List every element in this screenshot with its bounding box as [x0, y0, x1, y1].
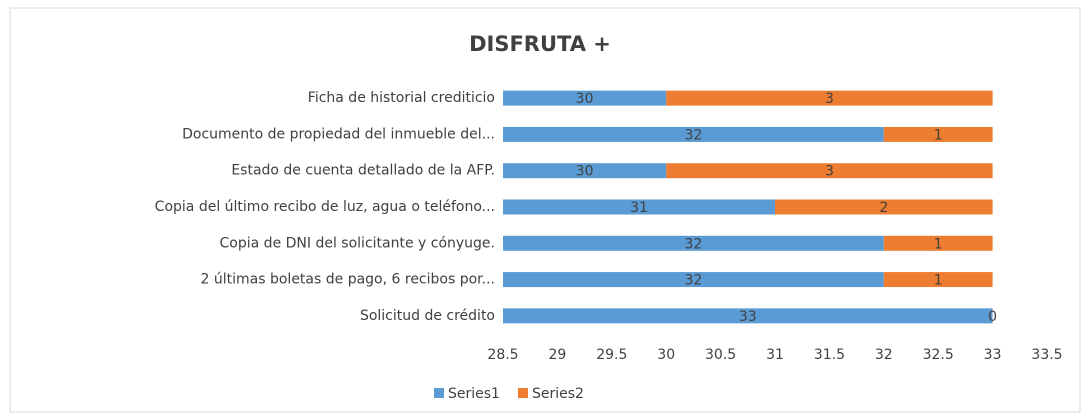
legend-swatch: [434, 388, 444, 398]
bar-segment: [666, 90, 993, 106]
bar-segment: [883, 126, 993, 142]
x-tick-label: 28.5: [487, 347, 518, 363]
bar-segment: [503, 90, 667, 106]
data-label: 32: [684, 273, 702, 289]
legend-swatch: [517, 388, 528, 398]
legend-label: Series2: [532, 386, 584, 402]
bar-segment: [883, 235, 993, 251]
legend-label: Series1: [448, 386, 500, 402]
y-tick-label: Estado de cuenta detallado de la AFP.: [231, 163, 495, 179]
x-tick-label: 29: [548, 347, 566, 363]
y-tick-label: Copia de DNI del solicitante y cónyuge.: [220, 235, 495, 251]
data-label: 31: [630, 200, 648, 216]
bar-segment: [503, 235, 884, 251]
bar-segment: [883, 272, 993, 288]
x-tick-label: 30.5: [705, 347, 736, 363]
bar-segment: [775, 199, 993, 215]
bar-segment: [503, 308, 993, 324]
data-label: 30: [576, 91, 594, 107]
data-label: 33: [739, 309, 757, 325]
y-tick-label: 2 últimas boletas de pago, 6 recibos por…: [201, 272, 495, 288]
x-tick-label: 31.5: [814, 347, 845, 363]
data-label: 2: [879, 200, 888, 216]
x-tick-label: 30: [657, 347, 675, 363]
y-tick-label: Solicitud de crédito: [360, 308, 495, 324]
x-tick-label: 29.5: [596, 347, 627, 363]
data-label: 1: [934, 127, 943, 143]
bar-segment: [666, 163, 993, 179]
bar-segment: [503, 126, 884, 142]
data-label: 1: [934, 236, 943, 252]
data-label: 3: [825, 91, 834, 107]
data-label: 30: [576, 164, 594, 180]
x-tick-label: 33: [984, 347, 1002, 363]
y-tick-label: Documento de propiedad del inmueble del.…: [182, 126, 495, 142]
data-label: 1: [934, 273, 943, 289]
x-tick-label: 32.5: [923, 347, 954, 363]
y-tick-label: Copia del último recibo de luz, agua o t…: [155, 199, 495, 215]
data-label: 0: [988, 309, 997, 325]
chart-title: DISFRUTA +: [469, 32, 611, 56]
data-label: 3: [825, 164, 834, 180]
x-tick-label: 32: [875, 347, 893, 363]
y-tick-label: Ficha de historial crediticio: [308, 90, 495, 106]
bar-segment: [503, 272, 884, 288]
bar-segment: [503, 199, 775, 215]
data-label: 32: [684, 236, 702, 252]
data-label: 32: [684, 127, 702, 143]
x-tick-label: 31: [766, 347, 784, 363]
bar-segment: [503, 163, 667, 179]
x-tick-label: 33.5: [1031, 347, 1062, 363]
